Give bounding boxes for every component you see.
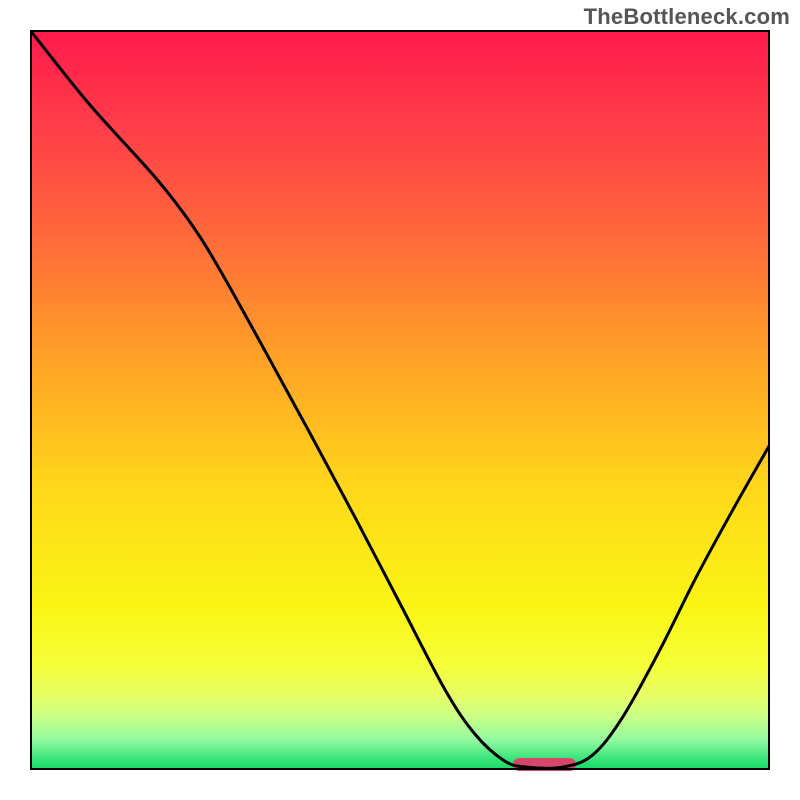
chart-frame: TheBottleneck.com (0, 0, 800, 800)
plot-area (30, 30, 770, 770)
plot-background-gradient (30, 30, 770, 770)
watermark-text: TheBottleneck.com (584, 4, 790, 30)
optimum-marker (513, 758, 576, 771)
